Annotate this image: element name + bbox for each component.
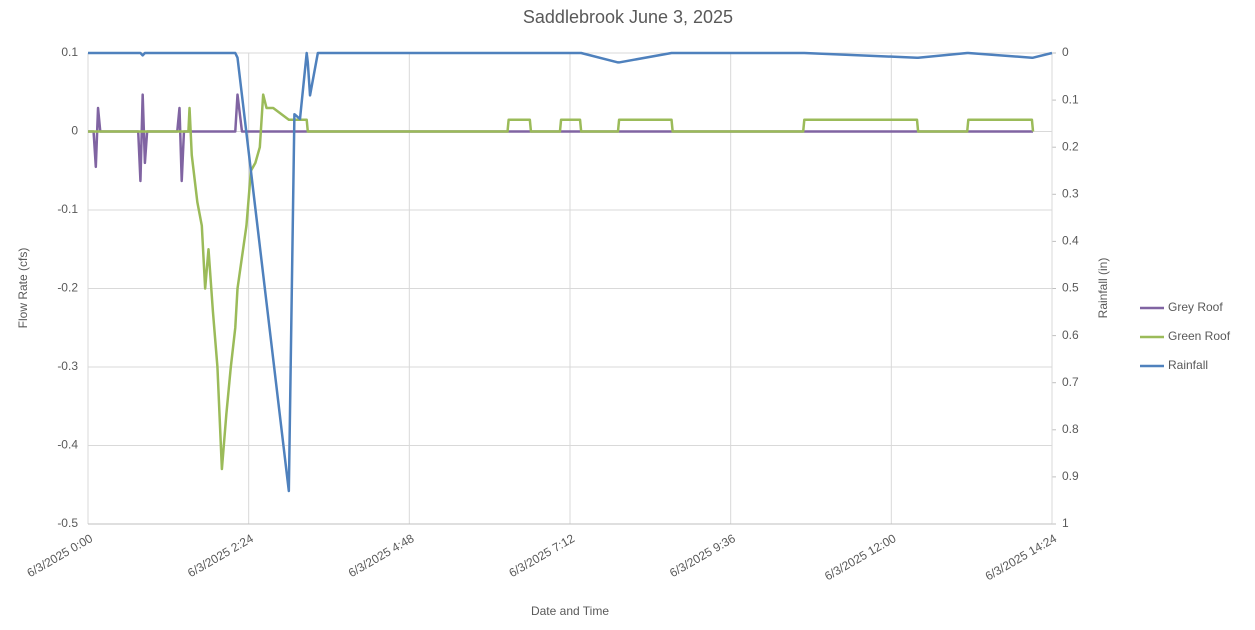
y-tick-label: 0: [71, 124, 78, 138]
y-tick-label: -0.1: [57, 202, 78, 216]
x-tick-label: 6/3/2025 14:24: [983, 531, 1060, 583]
y2-tick-label: 0.8: [1062, 422, 1079, 436]
y2-tick-label: 0.3: [1062, 186, 1079, 200]
y2-tick-label: 0.4: [1062, 234, 1079, 248]
legend-label: Grey Roof: [1168, 300, 1223, 314]
y2-tick-label: 0.2: [1062, 139, 1079, 153]
y2-axis-label: Rainfall (in): [1096, 258, 1110, 319]
chart-title: Saddlebrook June 3, 2025: [523, 7, 733, 27]
y2-tick-label: 0.6: [1062, 328, 1079, 342]
x-tick-label: 6/3/2025 2:24: [185, 531, 256, 580]
y2-tick-label: 0.1: [1062, 92, 1079, 106]
data-line: [88, 51, 1053, 493]
y2-tick-label: 0.7: [1062, 375, 1079, 389]
x-tick-label: 6/3/2025 9:36: [667, 531, 738, 580]
data-line: [88, 93, 1035, 471]
x-tick-label: 6/3/2025 0:00: [25, 531, 96, 580]
y-axis-label: Flow Rate (cfs): [16, 248, 30, 329]
y-tick-label: -0.5: [57, 516, 78, 530]
y-tick-label: -0.3: [57, 359, 78, 373]
legend-label: Rainfall: [1168, 358, 1208, 372]
y2-tick-label: 0: [1062, 45, 1069, 59]
y-tick-label: -0.2: [57, 281, 78, 295]
x-axis-label: Date and Time: [531, 604, 609, 618]
y-tick-label: -0.4: [57, 438, 78, 452]
y2-tick-label: 0.9: [1062, 469, 1079, 483]
y2-tick-label: 1: [1062, 516, 1069, 530]
y2-tick-label: 0.5: [1062, 281, 1079, 295]
x-tick-label: 6/3/2025 7:12: [507, 531, 578, 580]
x-tick-label: 6/3/2025 4:48: [346, 531, 417, 580]
legend-label: Green Roof: [1168, 329, 1231, 343]
y-tick-label: 0.1: [61, 45, 78, 59]
x-tick-label: 6/3/2025 12:00: [822, 531, 899, 583]
